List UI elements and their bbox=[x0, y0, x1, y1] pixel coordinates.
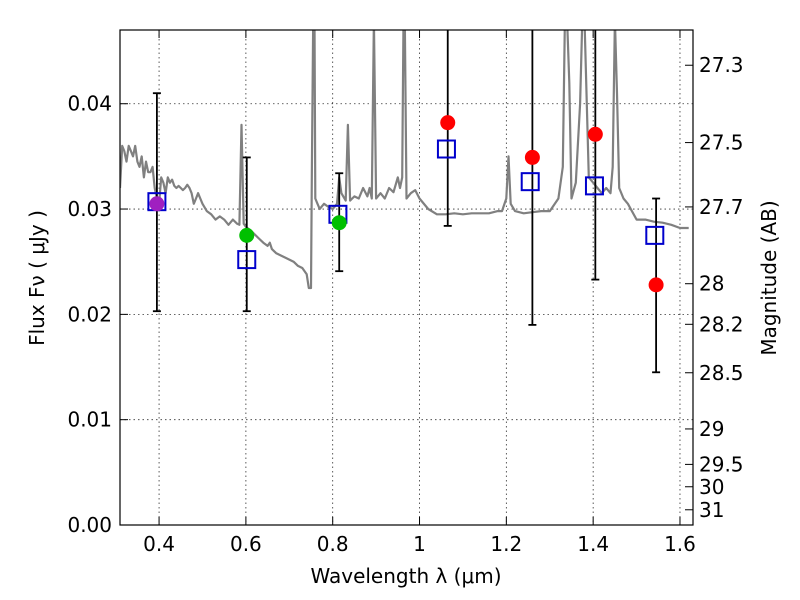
model-square bbox=[520, 172, 540, 192]
spectrum-line bbox=[120, 30, 689, 290]
x-tick-label: 1.2 bbox=[490, 532, 522, 556]
axis-ticks: 0.4 0.6 0.8 1 1.2 1.4 1.6 0.00 0.01 0.02 0.03 0.04 2… bbox=[67, 30, 744, 556]
observed-point bbox=[331, 215, 347, 231]
mag-tick-label: 29.5 bbox=[699, 452, 744, 476]
grid-lines bbox=[120, 30, 693, 526]
model-square bbox=[645, 225, 665, 245]
model-square bbox=[584, 176, 604, 196]
observed-point bbox=[587, 126, 603, 142]
mag-tick-label: 29 bbox=[699, 417, 724, 441]
mag-tick-label: 27.3 bbox=[699, 53, 744, 77]
model-square bbox=[436, 139, 456, 159]
mag-tick-label: 30 bbox=[699, 475, 724, 499]
observed-point bbox=[524, 149, 540, 165]
mag-tick-label: 28.5 bbox=[699, 361, 744, 385]
y-tick-label: 0.01 bbox=[67, 408, 112, 432]
x-tick-label: 0.8 bbox=[317, 532, 349, 556]
observed-point bbox=[149, 196, 165, 212]
y-tick-label: 0.00 bbox=[67, 513, 112, 537]
x-axis-title: Wavelength λ (μm) bbox=[310, 564, 501, 588]
y-tick-label: 0.03 bbox=[67, 197, 112, 221]
mag-tick-label: 28 bbox=[699, 272, 724, 296]
y-tick-label: 0.04 bbox=[67, 92, 112, 116]
model-square bbox=[237, 250, 257, 270]
data-points bbox=[147, 30, 665, 374]
x-tick-label: 1.4 bbox=[577, 532, 609, 556]
observed-point bbox=[239, 227, 255, 243]
observed-point bbox=[648, 277, 664, 293]
x-tick-label: 1.6 bbox=[664, 532, 696, 556]
x-tick-label: 0.4 bbox=[143, 532, 175, 556]
mag-tick-label: 28.2 bbox=[699, 312, 744, 336]
observed-point bbox=[440, 115, 456, 131]
mag-tick-label: 27.5 bbox=[699, 131, 744, 155]
y-tick-label: 0.02 bbox=[67, 302, 112, 326]
spectrum-series bbox=[120, 30, 689, 290]
y2-axis-title: Magnitude (AB) bbox=[757, 200, 781, 355]
mag-tick-label: 31 bbox=[699, 498, 724, 522]
x-tick-label: 1 bbox=[413, 532, 426, 556]
x-tick-label: 0.6 bbox=[230, 532, 262, 556]
y-axis-title: Flux Fν ( μJy ) bbox=[25, 210, 49, 346]
plot-frame bbox=[119, 29, 694, 526]
mag-tick-label: 27.7 bbox=[699, 195, 744, 219]
